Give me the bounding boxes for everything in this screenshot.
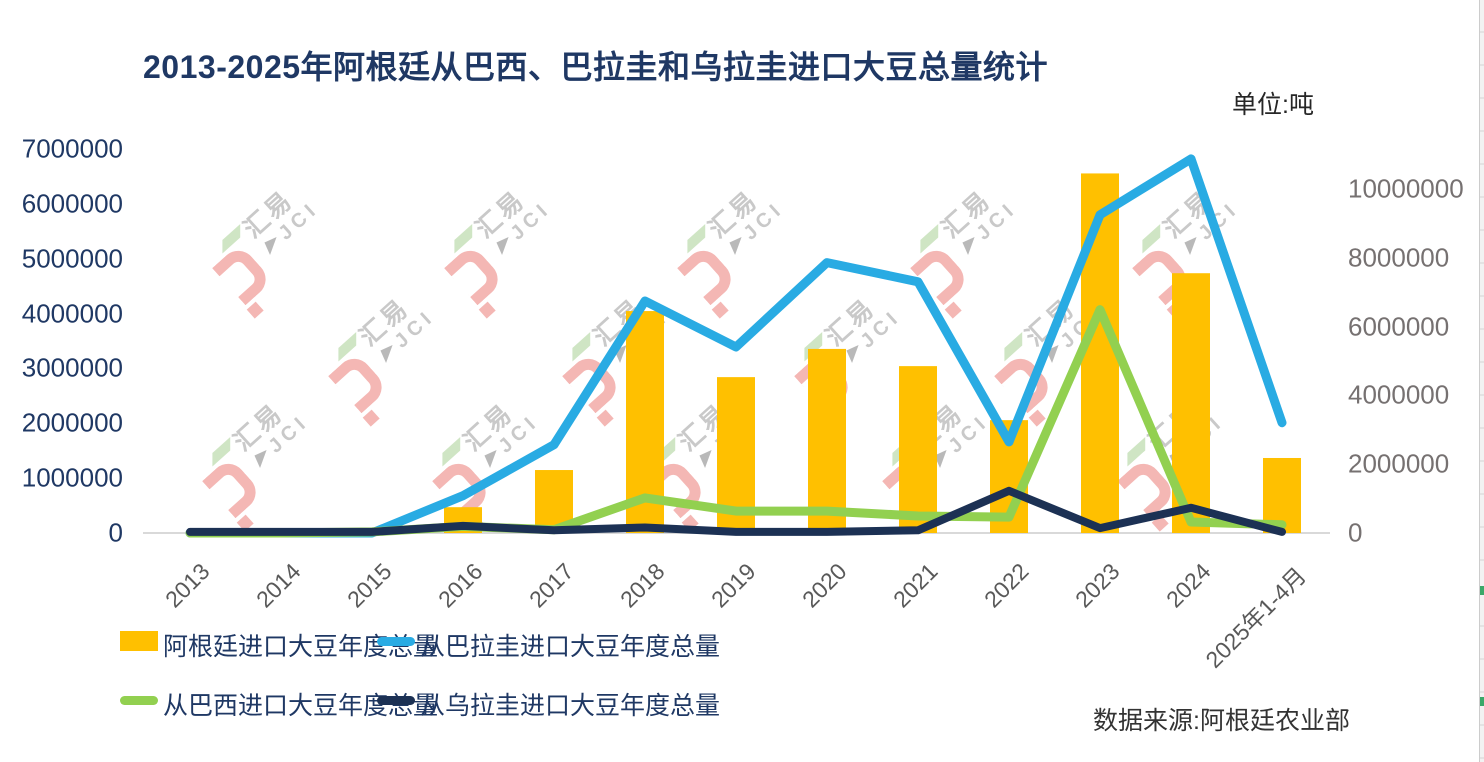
bar-total-2020	[808, 348, 846, 533]
data-source-label: 数据来源:阿根廷农业部	[1093, 707, 1350, 735]
right-edge-strip	[1479, 0, 1484, 762]
edge-tick-green	[1480, 697, 1484, 706]
line-series-uruguay	[186, 486, 1286, 536]
chart-title: 2013-2025年阿根廷从巴西、巴拉圭和乌拉圭进口大豆总量统计	[143, 49, 1049, 85]
bar-total-2021	[899, 366, 937, 533]
unit-label: 单位:吨	[1232, 91, 1314, 119]
bar-total-2023	[1081, 173, 1119, 533]
edge-tick-green	[1480, 586, 1484, 595]
